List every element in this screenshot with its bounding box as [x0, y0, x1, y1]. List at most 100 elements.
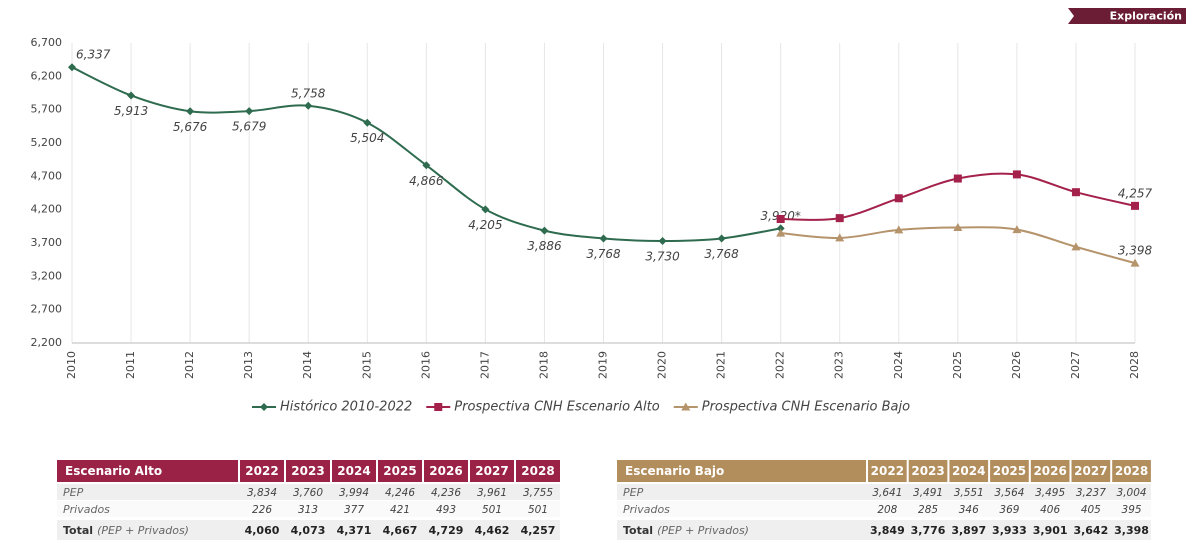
marker: [953, 222, 963, 231]
data-label: 4,257: [1118, 186, 1153, 200]
table-header: 2028: [521, 464, 554, 478]
data-label: 4,866: [409, 174, 444, 188]
table-header-cell: [240, 460, 284, 482]
table-cell: 4,371: [337, 524, 372, 537]
marker: [186, 107, 195, 116]
table-header-cell: [1030, 460, 1070, 482]
data-label: 3,886: [527, 239, 562, 253]
x-tick-label: 2013: [242, 351, 255, 379]
data-label: 5,679: [232, 120, 266, 134]
y-tick-label: 6,700: [31, 36, 63, 49]
marker: [658, 237, 667, 245]
table-header-cell: [990, 460, 1029, 482]
table-cell: 405: [1081, 504, 1101, 516]
badge: Exploración: [1110, 10, 1182, 23]
table-cell: 208: [877, 504, 897, 516]
y-tick-label: 5,200: [31, 136, 63, 149]
table-header-cell: [908, 460, 948, 482]
table-header: Escenario Alto: [65, 464, 162, 478]
table-header: 2027: [475, 464, 508, 478]
table-cell: 4,667: [383, 524, 418, 537]
x-tick-label: 2018: [537, 351, 550, 379]
marker: [1012, 225, 1022, 234]
data-label: 3,768: [704, 247, 739, 261]
row-note: (PEP + Privados): [657, 524, 749, 537]
y-tick-label: 4,200: [31, 203, 63, 216]
table-header-cell: [1112, 460, 1151, 482]
table-row: [57, 520, 560, 540]
table-header: 2022: [871, 464, 904, 478]
table-header: 2027: [1074, 464, 1107, 478]
x-tick-label: 2028: [1128, 351, 1141, 379]
table-header-cell: [470, 460, 514, 482]
table-cell: 3,237: [1076, 487, 1106, 499]
y-tick-label: 3,200: [31, 269, 63, 282]
row-note: (PEP + Privados): [97, 524, 189, 537]
table-header: 2025: [993, 464, 1026, 478]
marker: [1071, 242, 1081, 251]
table-row: [617, 501, 1151, 517]
table-cell: 493: [436, 504, 456, 516]
badge-bg: [1068, 8, 1186, 24]
table-cell: 226: [252, 504, 272, 516]
marker: [894, 225, 904, 234]
table-cell: 3,834: [247, 487, 277, 499]
table-cell: 346: [959, 504, 979, 516]
x-tick-label: 2024: [892, 351, 905, 379]
marker: [835, 214, 844, 223]
table-cell: 4,236: [431, 487, 461, 499]
marker: [953, 174, 962, 183]
x-tick-label: 2016: [419, 351, 432, 379]
table-cell: 4,060: [245, 524, 280, 537]
table-cell: 3,776: [911, 524, 946, 537]
table-header-cell: [617, 460, 866, 482]
table-cell: 3,849: [870, 524, 905, 537]
data-label: 4,205: [468, 218, 502, 232]
marker: [776, 228, 786, 237]
y-tick-label: 6,200: [31, 69, 63, 82]
marker: [422, 161, 431, 170]
table-cell: 3,398: [1114, 524, 1149, 537]
marker: [599, 234, 608, 243]
data-label: 6,337: [76, 48, 111, 62]
data-label: 3,398: [1118, 244, 1153, 258]
row-label: Privados: [63, 503, 110, 516]
table-cell: 3,491: [913, 487, 943, 499]
table-header-cell: [286, 460, 330, 482]
table-cell: 421: [390, 504, 410, 516]
table-header: 2026: [429, 464, 462, 478]
table-cell: 3,897: [951, 524, 986, 537]
table-cell: 4,073: [291, 524, 326, 537]
x-tick-label: 2020: [656, 351, 669, 379]
x-tick-label: 2014: [301, 351, 314, 379]
table-cell: 3,760: [293, 487, 323, 499]
data-label: 5,676: [173, 120, 208, 134]
table-cell: 3,901: [1033, 524, 1068, 537]
table-cell: 4,462: [475, 524, 510, 537]
marker: [776, 215, 785, 223]
x-tick-label: 2019: [597, 351, 610, 379]
table-row: [57, 484, 560, 500]
data-label: 5,504: [350, 131, 384, 145]
marker: [717, 234, 726, 243]
row-label: Privados: [623, 503, 670, 516]
legend-label: Histórico 2010-2022: [280, 400, 412, 415]
marker: [1130, 258, 1140, 267]
x-tick-label: 2011: [124, 351, 137, 379]
table-header: 2022: [245, 464, 278, 478]
x-tick-label: 2022: [774, 351, 787, 379]
table-header-cell: [516, 460, 560, 482]
table-cell: 3,004: [1117, 487, 1147, 499]
y-tick-label: 2,700: [31, 303, 63, 316]
row-label: PEP: [63, 486, 84, 499]
x-tick-label: 2017: [478, 351, 491, 379]
table-cell: 4,729: [429, 524, 464, 537]
table-header: Escenario Bajo: [625, 464, 724, 478]
data-label: 3,768: [586, 247, 621, 261]
table-cell: 377: [344, 504, 364, 516]
table-cell: 313: [298, 504, 318, 516]
table-cell: 369: [999, 504, 1019, 516]
marker: [434, 403, 443, 411]
table-header: 2025: [383, 464, 416, 478]
